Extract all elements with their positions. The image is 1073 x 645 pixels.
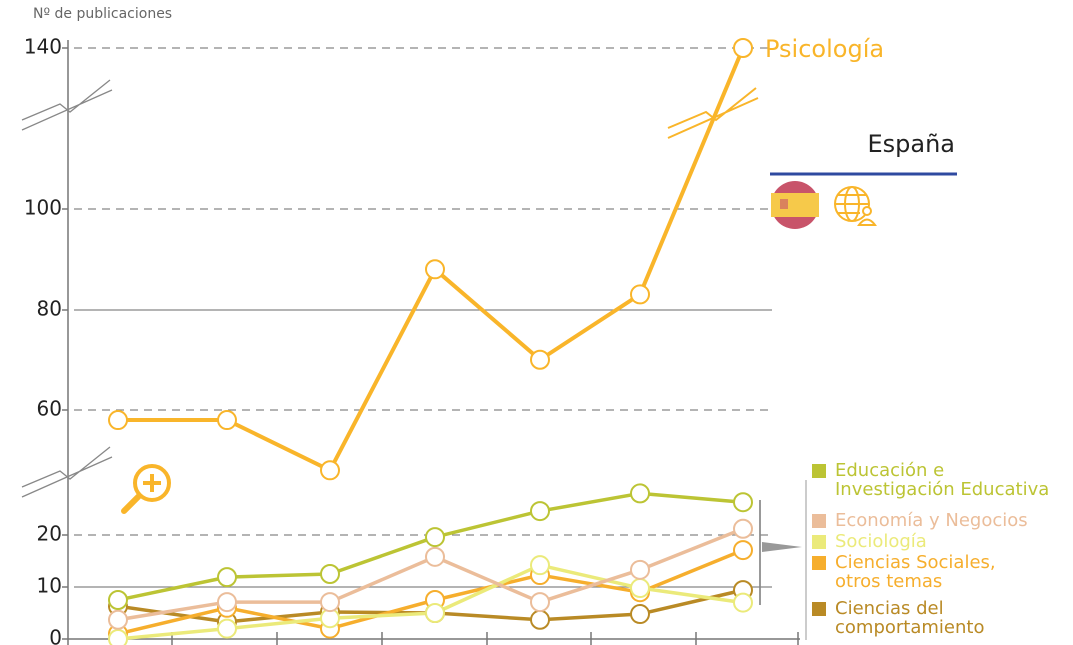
y-tick-label: 60 bbox=[37, 397, 62, 421]
data-point bbox=[217, 567, 237, 588]
legend-label: Ciencias del comportamiento bbox=[835, 598, 985, 638]
y-tick-label: 20 bbox=[37, 522, 62, 546]
data-point bbox=[217, 592, 237, 613]
data-point bbox=[320, 460, 340, 481]
data-point bbox=[733, 38, 753, 58]
data-point bbox=[108, 590, 128, 610]
data-point bbox=[425, 546, 445, 567]
data-point bbox=[530, 501, 550, 522]
data-point bbox=[320, 564, 340, 584]
legend-swatch bbox=[812, 556, 826, 570]
panel-title: España bbox=[867, 130, 955, 158]
x-ticks bbox=[171, 632, 799, 645]
legend-label: Educación e Investigación Educativa bbox=[835, 460, 1050, 500]
legend-item: Educación e Investigación Educativa bbox=[812, 461, 1049, 499]
data-point bbox=[217, 410, 237, 431]
data-point bbox=[425, 259, 445, 280]
data-point bbox=[108, 410, 128, 431]
legend-swatch bbox=[812, 464, 826, 478]
y-tick-label: 100 bbox=[24, 196, 62, 220]
series-label: Psicología bbox=[765, 35, 884, 63]
legend-item: Sociología bbox=[812, 532, 927, 551]
data-point bbox=[320, 592, 340, 613]
data-point bbox=[630, 559, 650, 580]
data-point bbox=[530, 592, 550, 613]
zoom-icon bbox=[121, 464, 171, 514]
legend-label: Sociología bbox=[835, 531, 927, 552]
data-point bbox=[630, 578, 650, 599]
data-point bbox=[630, 284, 650, 305]
line-break bbox=[667, 87, 759, 139]
y-axis-title: Nº de publicaciones bbox=[33, 6, 172, 22]
flag-icon bbox=[771, 181, 819, 229]
legend-item: Economía y Negocios bbox=[812, 511, 1028, 530]
legend-swatch bbox=[812, 602, 826, 616]
data-point bbox=[733, 592, 753, 613]
globe-icon bbox=[834, 186, 877, 226]
legend-item: Ciencias del comportamiento bbox=[812, 599, 984, 637]
data-point bbox=[733, 540, 753, 561]
data-point bbox=[530, 555, 550, 576]
data-point bbox=[630, 604, 650, 625]
data-point bbox=[630, 483, 650, 504]
data-point bbox=[108, 609, 128, 630]
data-point bbox=[530, 349, 550, 370]
legend-bracket bbox=[759, 480, 807, 640]
series-line bbox=[117, 491, 744, 602]
data-point bbox=[217, 618, 237, 639]
data-point bbox=[733, 518, 753, 539]
y-tick-label: 80 bbox=[37, 297, 62, 321]
y-tick-label: 140 bbox=[24, 35, 62, 59]
data-point bbox=[530, 609, 550, 630]
series-line bbox=[118, 47, 745, 473]
legend-label: Economía y Negocios bbox=[835, 510, 1028, 531]
data-point bbox=[425, 603, 445, 623]
legend-label: Ciencias Sociales, otros temas bbox=[835, 552, 996, 592]
y-tick-label: 10 bbox=[37, 574, 62, 598]
legend-swatch bbox=[812, 535, 826, 549]
legend-swatch bbox=[812, 514, 826, 528]
axis-break bbox=[21, 79, 113, 498]
y-tick-label: 0 bbox=[49, 626, 62, 645]
legend-item: Ciencias Sociales, otros temas bbox=[812, 553, 996, 591]
data-point bbox=[425, 527, 445, 548]
data-point bbox=[733, 492, 753, 513]
data-point bbox=[108, 629, 128, 645]
